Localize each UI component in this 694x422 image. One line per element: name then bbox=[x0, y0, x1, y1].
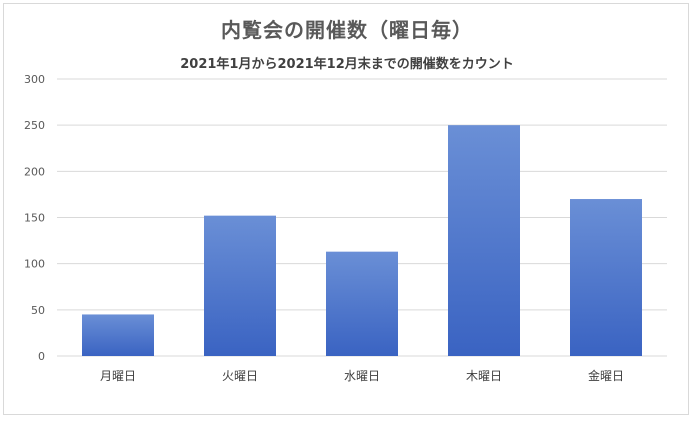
y-tick-label: 0 bbox=[38, 350, 45, 363]
y-tick-label: 50 bbox=[31, 304, 45, 317]
x-axis-labels: 月曜日 火曜日 水曜日 木曜日 金曜日 bbox=[100, 368, 624, 383]
chart-subtitle: 2021年1月から2021年12月末までの開催数をカウント bbox=[180, 57, 514, 72]
x-category-label: 木曜日 bbox=[466, 369, 502, 383]
bar-1 bbox=[82, 314, 154, 356]
y-tick-label: 200 bbox=[24, 165, 45, 178]
bar-2 bbox=[204, 215, 276, 356]
y-tick-label: 250 bbox=[24, 119, 45, 132]
bars bbox=[82, 125, 642, 357]
gridlines bbox=[57, 78, 667, 357]
bar-5 bbox=[570, 199, 642, 356]
bar-4 bbox=[448, 125, 520, 357]
x-category-label: 金曜日 bbox=[588, 368, 624, 383]
x-category-label: 火曜日 bbox=[222, 369, 258, 383]
y-axis-ticks: 0 50 100 150 200 250 300 bbox=[24, 73, 45, 363]
y-tick-label: 150 bbox=[24, 212, 45, 225]
bar-3 bbox=[326, 251, 398, 356]
chart-title: 内覧会の開催数（曜日毎） bbox=[221, 18, 473, 42]
y-tick-label: 300 bbox=[24, 73, 45, 86]
x-category-label: 月曜日 bbox=[100, 369, 136, 383]
y-tick-label: 100 bbox=[24, 258, 45, 271]
x-category-label: 水曜日 bbox=[344, 369, 380, 383]
